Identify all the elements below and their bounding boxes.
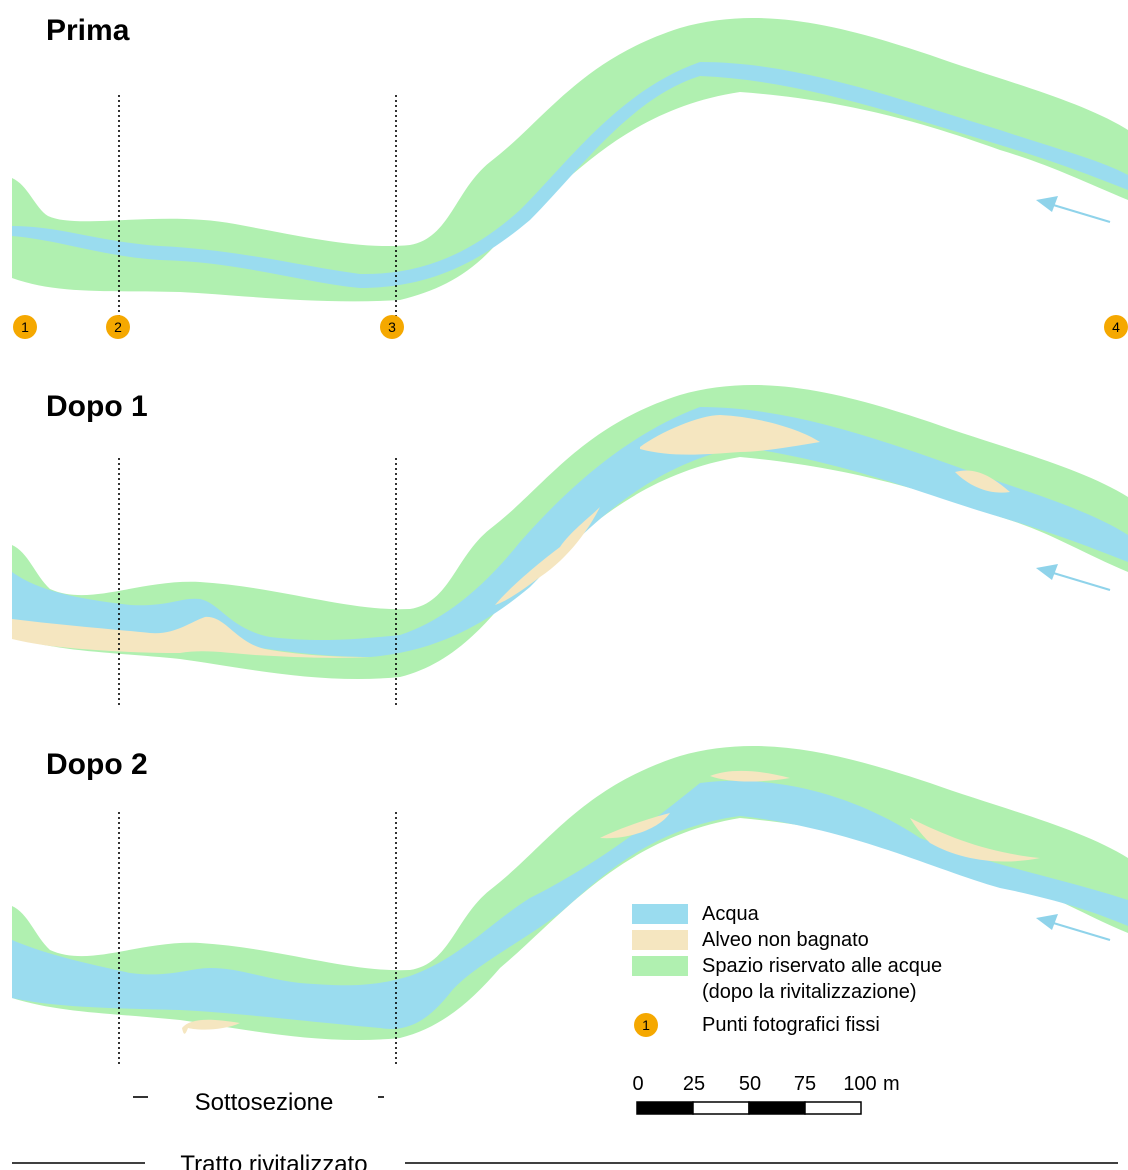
subsection-label-group: Sottosezione xyxy=(133,1089,384,1116)
flow-arrow xyxy=(1036,914,1111,941)
scale-segment-3 xyxy=(748,1101,806,1115)
legend-swatch-dry-bed xyxy=(632,930,688,950)
scale-tick-25: 25 xyxy=(683,1073,705,1095)
photo-point-2: 2 xyxy=(106,315,130,339)
scale-bar: 0 25 50 75 100 m xyxy=(632,1073,900,1115)
legend-note: (dopo la rivitalizzazione) xyxy=(702,981,917,1003)
legend: Acqua Alveo non bagnato Spazio riservato… xyxy=(632,903,942,1037)
scale-segment-2 xyxy=(692,1101,750,1115)
scale-tick-100: 100 xyxy=(843,1073,876,1095)
photo-point-1: 1 xyxy=(13,315,37,339)
photo-point-4-label: 4 xyxy=(1112,319,1120,335)
flow-arrow xyxy=(1036,564,1111,591)
panel-title: Dopo 2 xyxy=(46,748,148,781)
flow-arrow xyxy=(1036,196,1111,223)
panel-title: Dopo 1 xyxy=(46,390,148,423)
scale-segment-1 xyxy=(636,1101,694,1115)
photo-point-1-label: 1 xyxy=(21,319,29,335)
photo-point-2-label: 2 xyxy=(114,319,122,335)
scale-tick-75: 75 xyxy=(794,1073,816,1095)
dry-bed-area xyxy=(12,415,1010,658)
scale-tick-50: 50 xyxy=(739,1073,761,1095)
subsection-label: Sottosezione xyxy=(195,1089,334,1116)
photo-point-3-label: 3 xyxy=(388,319,396,335)
legend-label-reserved: Spazio riservato alle acque xyxy=(702,955,942,977)
legend-label-water: Acqua xyxy=(702,903,760,925)
revitalized-label: Tratto rivitalizzato xyxy=(180,1151,367,1170)
scale-segment-4 xyxy=(804,1101,862,1115)
revitalized-label-group: Tratto rivitalizzato xyxy=(12,1151,1118,1170)
legend-label-points: Punti fotografici fissi xyxy=(702,1014,880,1036)
panel-title: Prima xyxy=(46,14,130,47)
legend-point-symbol xyxy=(634,1013,658,1037)
panel-prima: Prima 1 2 3 4 xyxy=(12,14,1128,339)
panel-dopo-2: Dopo 2 xyxy=(12,746,1128,1065)
legend-swatch-reserved xyxy=(632,956,688,976)
water-area xyxy=(12,780,1128,1029)
scale-unit: m xyxy=(883,1073,900,1095)
legend-label-dry-bed: Alveo non bagnato xyxy=(702,929,869,951)
legend-point-number: 1 xyxy=(642,1017,650,1033)
water-area xyxy=(12,407,1128,657)
legend-swatch-water xyxy=(632,904,688,924)
scale-tick-0: 0 xyxy=(632,1073,643,1095)
photo-point-3: 3 xyxy=(380,315,404,339)
photo-point-4: 4 xyxy=(1104,315,1128,339)
panel-dopo-1: Dopo 1 xyxy=(12,385,1128,705)
